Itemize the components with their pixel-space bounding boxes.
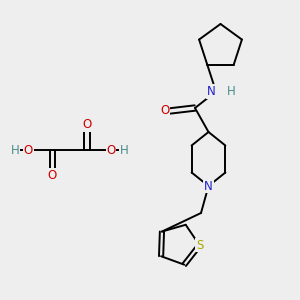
Text: H: H	[120, 143, 129, 157]
Text: H: H	[226, 85, 236, 98]
Text: O: O	[106, 143, 116, 157]
Text: N: N	[207, 85, 216, 98]
Text: S: S	[196, 239, 203, 252]
Text: O: O	[48, 169, 57, 182]
Text: H: H	[11, 143, 20, 157]
Text: O: O	[82, 118, 91, 131]
Text: O: O	[160, 104, 169, 118]
Text: N: N	[204, 179, 213, 193]
Text: O: O	[24, 143, 33, 157]
